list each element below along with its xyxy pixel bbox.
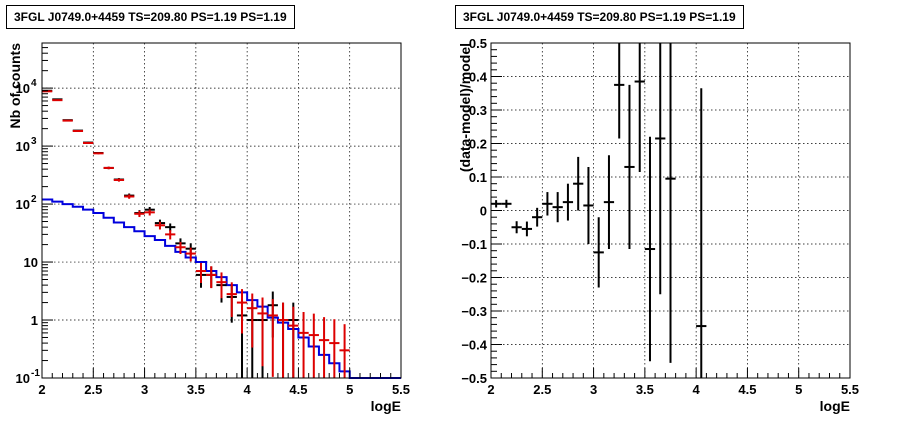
- model-point: [288, 306, 299, 378]
- x-tick-label: 3.5: [636, 382, 654, 397]
- model-point: [52, 99, 63, 102]
- residual-point: [511, 221, 522, 234]
- counts-grid: [41, 43, 402, 379]
- x-tick-label: 2: [38, 382, 45, 397]
- model-point: [329, 319, 340, 378]
- model-point: [175, 241, 186, 255]
- model-point: [267, 299, 278, 377]
- residual-point: [644, 136, 656, 362]
- y-axis-label: (data-model)/model: [457, 43, 473, 172]
- residuals-panel: 3FGL J0749.0+4459 TS=209.80 PS=1.19 PS=1…: [449, 0, 898, 421]
- residual-point: [501, 199, 512, 208]
- residual-point: [552, 192, 563, 223]
- x-tick-label: 3: [141, 382, 148, 397]
- x-tick-label: 3.5: [187, 382, 205, 397]
- y-tick-label: 0.3: [469, 103, 487, 118]
- y-tick-label: 10: [16, 81, 30, 96]
- y-tick-exponent: -1: [31, 368, 40, 379]
- x-tick-label: 4: [244, 382, 252, 397]
- residual-point: [583, 166, 594, 244]
- y-tick-label: −0.5: [461, 371, 487, 386]
- x-tick-label: 5.5: [392, 382, 410, 397]
- x-tick-label: 4.5: [738, 382, 756, 397]
- y-tick-label: 0: [480, 204, 487, 219]
- y-tick-label: 0.4: [469, 70, 488, 85]
- y-tick-label: 10: [16, 139, 30, 154]
- y-tick-label: −0.4: [461, 338, 487, 353]
- y-tick-label: 0.1: [469, 170, 487, 185]
- model-point: [195, 262, 207, 283]
- model-point: [124, 194, 135, 199]
- y-tick-label: 10: [16, 197, 30, 212]
- x-axis-label: logE: [820, 398, 850, 414]
- residual-point: [593, 217, 604, 288]
- y-tick-label: 10: [16, 371, 30, 386]
- x-tick-label: 2.5: [84, 382, 102, 397]
- model-point: [154, 221, 166, 230]
- model-point: [113, 178, 125, 182]
- model-point: [298, 312, 309, 378]
- x-tick-label: 5: [795, 382, 802, 397]
- counts-frame: [41, 42, 402, 379]
- y-tick-label: 0.5: [469, 36, 487, 51]
- residual-point: [573, 156, 584, 211]
- model-point: [103, 166, 114, 170]
- x-tick-label: 5: [346, 382, 353, 397]
- y-tick-label: −0.1: [461, 237, 487, 252]
- model-point: [165, 230, 176, 240]
- residual-point: [521, 221, 533, 237]
- model-point: [144, 209, 155, 216]
- model-point: [62, 119, 73, 122]
- residual-point: [532, 207, 543, 227]
- residual-point: [634, 43, 645, 172]
- residual-point: [542, 192, 553, 216]
- residual-point: [624, 84, 635, 250]
- model-point: [277, 302, 289, 378]
- y-tick-exponent: 3: [31, 136, 37, 147]
- x-tick-label: 2: [487, 382, 494, 397]
- y-tick-label: −0.3: [461, 304, 487, 319]
- model-point: [226, 282, 237, 318]
- residual-point: [562, 183, 574, 221]
- model-point: [72, 130, 84, 133]
- model-point: [93, 152, 104, 155]
- y-tick-label: −0.2: [461, 271, 487, 286]
- y-tick-label: 10: [24, 255, 38, 270]
- y-axis-label: Nb of counts: [7, 43, 23, 129]
- x-tick-label: 4: [693, 382, 701, 397]
- model-point: [206, 266, 217, 289]
- model-point: [134, 210, 145, 218]
- y-tick-label: 1: [31, 313, 38, 328]
- y-tick-label: 0.2: [469, 137, 487, 152]
- model-point: [216, 272, 227, 299]
- x-tick-label: 5.5: [841, 382, 859, 397]
- residual-point: [665, 43, 676, 363]
- model-point: [247, 293, 258, 348]
- model-point: [185, 247, 196, 262]
- model-point: [257, 297, 268, 367]
- model-point: [318, 317, 330, 378]
- x-tick-label: 3: [590, 382, 597, 397]
- residual-point: [603, 155, 615, 250]
- model-point: [339, 324, 350, 378]
- y-tick-exponent: 4: [31, 78, 37, 89]
- model-point: [83, 142, 94, 145]
- data-point: [165, 223, 176, 232]
- residual-point: [696, 88, 707, 378]
- residuals-chart: 2 2.5 3 3.5 4 4.5 5 5.5 −0.5 −0.4 −0.3 −0.2 −0.1 0 0.1…: [457, 36, 859, 414]
- residual-point: [655, 43, 666, 295]
- counts-panel: 3FGL J0749.0+4459 TS=209.80 PS=1.19 PS=1…: [6, 5, 410, 414]
- x-axis-label: logE: [371, 398, 401, 414]
- model-point: [308, 313, 319, 378]
- residuals-chart-title: 3FGL J0749.0+4459 TS=209.80 PS=1.19 PS=1…: [455, 5, 744, 29]
- residual-point: [614, 43, 625, 139]
- model-point: [236, 289, 248, 334]
- x-tick-label: 4.5: [289, 382, 307, 397]
- counts-chart-title: 3FGL J0749.0+4459 TS=209.80 PS=1.19 PS=1…: [6, 5, 295, 29]
- y-tick-exponent: 2: [31, 194, 37, 205]
- x-tick-label: 2.5: [533, 382, 551, 397]
